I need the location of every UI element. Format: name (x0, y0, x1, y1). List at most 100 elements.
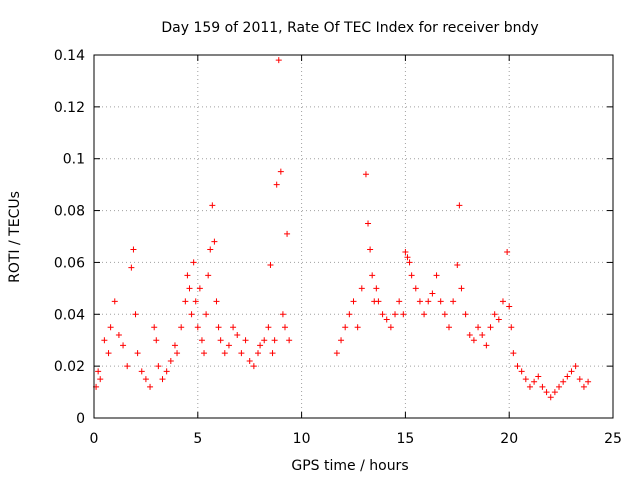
data-point (354, 324, 361, 331)
data-point (267, 262, 274, 269)
data-point (124, 363, 131, 370)
x-tick-label: 0 (90, 431, 99, 447)
data-point (499, 298, 506, 305)
data-point (221, 350, 228, 357)
y-tick-label: 0.02 (54, 359, 85, 375)
data-point (97, 376, 104, 383)
data-point (138, 368, 145, 375)
data-point (333, 350, 340, 357)
y-axis-ticks: 0 0.02 0.04 0.06 0.08 0.1 0.12 0.14 (54, 48, 613, 427)
data-point (277, 168, 284, 175)
y-tick-label: 0.14 (54, 48, 85, 64)
data-point (406, 259, 413, 266)
y-axis-label: ROTI / TECUs (7, 191, 23, 283)
data-point (194, 324, 201, 331)
data-point (425, 298, 432, 305)
data-point (265, 324, 272, 331)
data-point (535, 373, 542, 380)
data-point (275, 57, 282, 64)
data-point (230, 324, 237, 331)
y-tick-label: 0.12 (54, 100, 85, 116)
data-point (450, 298, 457, 305)
x-axis-label: GPS time / hours (291, 458, 408, 474)
data-point (159, 376, 166, 383)
data-point (201, 350, 208, 357)
data-point (402, 249, 409, 256)
data-point (373, 285, 380, 292)
plot-frame (93, 54, 614, 419)
data-point (192, 298, 199, 305)
y-tick-label: 0.04 (54, 307, 85, 323)
data-point (178, 324, 185, 331)
data-point (408, 272, 415, 279)
data-point (250, 363, 257, 370)
data-point (342, 324, 349, 331)
data-point (281, 324, 288, 331)
data-point (215, 324, 222, 331)
data-point (369, 272, 376, 279)
data-point (95, 368, 102, 375)
y-tick-label: 0.1 (63, 152, 85, 168)
data-point (128, 264, 135, 271)
data-point (174, 350, 181, 357)
data-point (367, 246, 374, 253)
data-point (213, 298, 220, 305)
data-point (396, 298, 403, 305)
data-point (269, 350, 276, 357)
data-point (273, 181, 280, 188)
data-point (437, 298, 444, 305)
data-point (404, 254, 411, 261)
data-point (111, 298, 118, 305)
data-point (279, 311, 286, 318)
data-point (543, 389, 550, 396)
data-point (105, 350, 112, 357)
data-point (412, 285, 419, 292)
data-point (261, 337, 268, 344)
data-point (429, 290, 436, 297)
data-point (234, 332, 241, 339)
data-point (433, 272, 440, 279)
chart-title: Day 159 of 2011, Rate Of TEC Index for r… (161, 20, 538, 36)
data-point (510, 350, 517, 357)
data-point (416, 298, 423, 305)
data-point (184, 272, 191, 279)
data-point (392, 311, 399, 318)
data-point (163, 368, 170, 375)
data-point (458, 285, 465, 292)
data-point (255, 350, 262, 357)
data-point (526, 383, 533, 390)
data-point (209, 202, 216, 209)
y-tick-label: 0.08 (54, 204, 85, 220)
x-tick-label: 5 (193, 431, 202, 447)
data-point (284, 230, 291, 237)
data-point (560, 378, 567, 385)
x-axis-ticks: 0 5 10 15 20 25 (90, 55, 622, 447)
data-point (130, 246, 137, 253)
data-point (580, 383, 587, 390)
data-point (155, 363, 162, 370)
data-point (551, 389, 558, 396)
data-point (188, 311, 195, 318)
data-point (205, 272, 212, 279)
data-point (120, 342, 127, 349)
data-point (462, 311, 469, 318)
data-point (190, 259, 197, 266)
data-point (338, 337, 345, 344)
data-point (454, 262, 461, 269)
data-point (506, 303, 513, 310)
data-point (387, 324, 394, 331)
data-point (358, 285, 365, 292)
data-point (379, 311, 386, 318)
grid-lines (94, 55, 613, 418)
x-tick-label: 15 (396, 431, 414, 447)
data-point (182, 298, 189, 305)
data-point (186, 285, 193, 292)
data-point (167, 357, 174, 364)
data-point (585, 378, 592, 385)
data-point (153, 337, 160, 344)
data-point (286, 337, 293, 344)
data-point (456, 202, 463, 209)
data-point (556, 383, 563, 390)
data-point (142, 376, 149, 383)
data-point (522, 376, 529, 383)
